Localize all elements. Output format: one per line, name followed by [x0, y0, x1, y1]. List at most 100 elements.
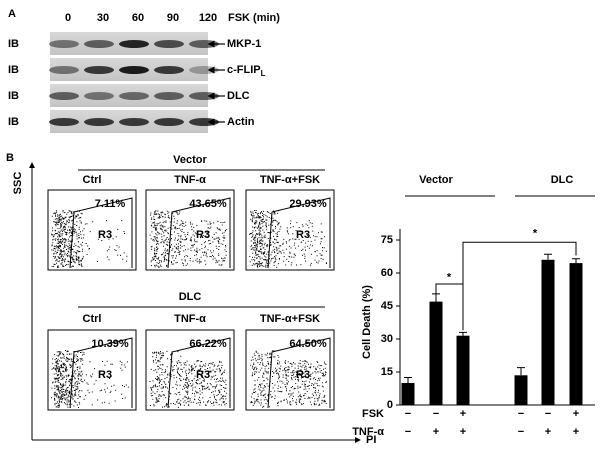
band [49, 92, 79, 100]
band [154, 66, 184, 74]
y-tick-label: 0 [387, 399, 393, 411]
gate-label: R3 [296, 229, 310, 241]
gate-label: R3 [196, 369, 210, 381]
gate-label: R3 [98, 229, 112, 241]
subscript: L [261, 69, 266, 78]
protein-label: MKP-1 [227, 38, 261, 50]
band [119, 118, 149, 126]
band [154, 92, 184, 100]
sign: + [573, 426, 579, 438]
band [49, 118, 79, 126]
percent: 7.11% [95, 198, 126, 210]
ib-label: IB [8, 38, 19, 50]
gate-label: R3 [98, 369, 112, 381]
gate [69, 337, 133, 409]
percent: 64.50% [289, 338, 327, 350]
dots [51, 210, 128, 268]
protein-label: c-FLIPL [227, 64, 266, 78]
time-label: 120 [199, 12, 217, 24]
percent: 29.93% [289, 198, 327, 210]
time-label: 0 [65, 12, 71, 24]
bar [541, 259, 555, 405]
band [84, 118, 114, 126]
y-tick-label: 15 [381, 366, 393, 378]
ib-label: IB [8, 64, 19, 76]
y-axis-label: SSC [12, 172, 24, 195]
error-bar [572, 258, 580, 264]
gate-label: R3 [296, 369, 310, 381]
sign: − [545, 408, 551, 420]
gate [167, 197, 231, 269]
plot-label: TNF-α [174, 174, 206, 186]
gate [267, 337, 331, 409]
band [84, 40, 114, 48]
sign: + [545, 426, 551, 438]
row-label: TNF-α [352, 426, 384, 438]
band [84, 92, 114, 100]
band [84, 66, 114, 74]
y-label: Cell Death (%) [361, 285, 373, 359]
sign: + [433, 426, 439, 438]
band [119, 40, 149, 48]
error-bar [544, 253, 552, 260]
bar [514, 375, 528, 405]
sig-star: * [447, 271, 452, 283]
sign: + [573, 408, 579, 420]
sign: − [518, 426, 524, 438]
gate [267, 197, 331, 269]
sign: − [518, 408, 524, 420]
dots [250, 350, 327, 408]
y-tick-label: 30 [381, 333, 393, 345]
error-bar [517, 367, 525, 376]
time-axis-label: FSK (min) [228, 12, 280, 24]
band [49, 66, 79, 74]
plot-label: TNF-α+FSK [260, 174, 320, 186]
y-tick-label: 45 [381, 300, 393, 312]
plot-frame [47, 189, 137, 271]
band [154, 118, 184, 126]
group-label: Vector [419, 174, 453, 186]
band [119, 66, 149, 74]
percent: 66.22% [189, 338, 227, 350]
bar [401, 383, 415, 405]
sign: − [433, 408, 439, 420]
ib-label: IB [8, 116, 19, 128]
bar [456, 335, 470, 405]
time-label: 60 [132, 12, 144, 24]
panel-label: A [8, 8, 16, 20]
y-tick-label: 75 [381, 234, 393, 246]
protein-label: DLC [227, 90, 250, 102]
x-axis-label: PI [366, 434, 376, 446]
sign: + [460, 426, 466, 438]
error-bar [459, 331, 467, 336]
group-label: Vector [173, 154, 207, 166]
sig-bracket [462, 241, 577, 326]
bar [429, 301, 443, 405]
sign: − [405, 408, 411, 420]
group-label: DLC [551, 174, 574, 186]
protein-label: Actin [227, 116, 255, 128]
plot-label: Ctrl [83, 174, 102, 186]
sign: − [405, 426, 411, 438]
gate-label: R3 [196, 229, 210, 241]
dots [51, 350, 129, 408]
error-bar [404, 377, 412, 383]
error-bar [432, 293, 440, 302]
plot-label: Ctrl [83, 313, 102, 325]
time-label: 90 [167, 12, 179, 24]
band [49, 40, 79, 48]
ib-label: IB [8, 90, 19, 102]
row-label: FSK [362, 408, 384, 420]
time-label: 30 [97, 12, 109, 24]
group-label: DLC [179, 291, 202, 303]
plot-label: TNF-α [174, 313, 206, 325]
panel-label: B [6, 152, 14, 164]
band [154, 40, 184, 48]
y-tick-label: 60 [381, 267, 393, 279]
sig-star: * [533, 227, 538, 239]
bar [569, 263, 583, 405]
percent: 10.39% [91, 338, 129, 350]
plot-label: TNF-α+FSK [260, 313, 320, 325]
gate [167, 337, 231, 409]
